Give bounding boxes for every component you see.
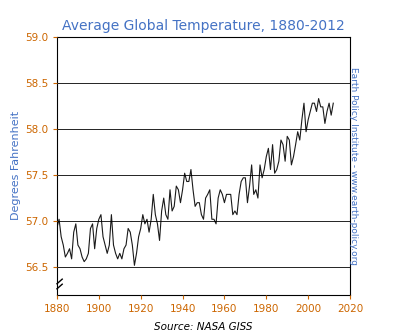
Y-axis label: Degrees Fahrenheit: Degrees Fahrenheit: [11, 111, 20, 220]
Y-axis label: Earth Policy Institute - www.earth-policy.org: Earth Policy Institute - www.earth-polic…: [349, 67, 358, 265]
Text: Source: NASA GISS: Source: NASA GISS: [154, 322, 253, 332]
Title: Average Global Temperature, 1880-2012: Average Global Temperature, 1880-2012: [62, 19, 345, 33]
